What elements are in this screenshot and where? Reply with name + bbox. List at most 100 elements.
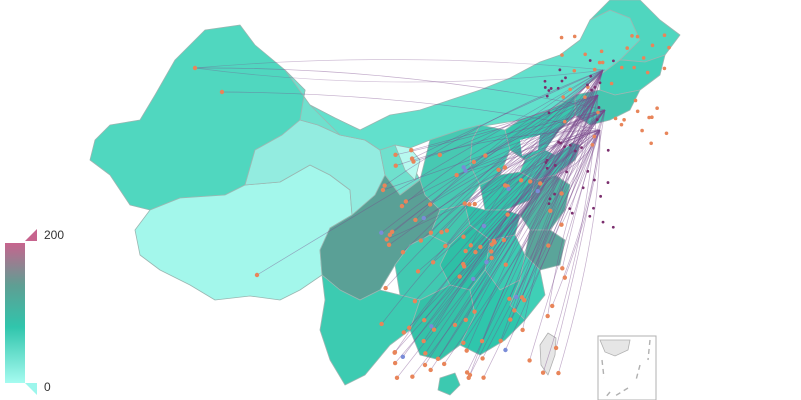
city-point[interactable] [586,85,590,89]
city-point[interactable] [514,294,519,300]
city-point[interactable] [599,49,604,54]
flow-arrow[interactable] [557,140,560,144]
city-point[interactable] [527,358,532,363]
city-point[interactable] [540,370,546,375]
city-point[interactable] [655,106,659,111]
city-point[interactable] [473,249,478,255]
city-point[interactable] [428,367,433,373]
city-point[interactable] [478,244,483,250]
flow-arrow[interactable] [606,181,610,184]
city-point[interactable] [461,261,466,267]
province-ningxia[interactable] [394,144,421,181]
flow-arrow[interactable] [568,207,572,211]
city-point[interactable] [568,87,572,92]
flow-arrow[interactable] [543,86,547,89]
city-point[interactable] [662,33,667,38]
city-point[interactable] [393,152,398,158]
city-point[interactable] [633,98,638,103]
flow-arrow[interactable] [612,59,615,63]
city-point[interactable] [452,322,458,328]
flow-arrow[interactable] [599,194,603,198]
city-point[interactable] [649,141,653,146]
city-point[interactable] [545,313,550,319]
city-point[interactable] [392,350,397,355]
city-point[interactable] [559,35,564,40]
city-point[interactable] [613,116,618,121]
city-point[interactable] [463,168,468,173]
flow-arrow[interactable] [548,197,552,201]
flow-arrow[interactable] [588,214,592,218]
city-point[interactable] [437,152,443,158]
city-point[interactable] [550,303,555,309]
city-point[interactable] [254,272,260,278]
city-point[interactable] [481,375,486,380]
flow-arrow[interactable] [553,164,557,167]
city-point[interactable] [556,370,561,376]
flow-arrow[interactable] [597,106,601,109]
city-point[interactable] [650,43,655,48]
flow-arrow[interactable] [547,202,551,206]
flow-arrow[interactable] [570,211,574,215]
province-taiwan[interactable] [539,332,557,376]
province-guangdong[interactable] [459,269,526,356]
flow-arrow[interactable] [568,143,572,147]
city-point[interactable] [596,110,600,115]
flow-arrow[interactable] [564,76,567,80]
city-point[interactable] [538,181,543,186]
flow-arrow[interactable] [545,158,549,162]
city-point[interactable] [622,118,626,122]
province-yunnan[interactable] [319,274,421,386]
flow-arrow[interactable] [553,192,556,196]
city-point[interactable] [508,317,513,322]
city-point[interactable] [600,60,605,65]
flow-arrow[interactable] [547,111,551,115]
flow-arrow[interactable] [592,206,595,210]
city-point[interactable] [498,338,503,343]
flow-arrow[interactable] [545,94,549,98]
province-jiangsu-anhui[interactable] [519,174,571,231]
city-point[interactable] [428,230,434,235]
city-point[interactable] [461,340,466,346]
city-point[interactable] [219,89,225,95]
city-point[interactable] [506,186,511,191]
city-point[interactable] [412,299,418,304]
city-point[interactable] [429,324,434,329]
city-point[interactable] [467,372,473,378]
city-point[interactable] [422,317,427,323]
city-point[interactable] [483,153,488,158]
city-point[interactable] [489,249,494,254]
city-point[interactable] [619,65,624,70]
city-point[interactable] [592,67,597,72]
city-point[interactable] [562,119,567,124]
flow-arrow[interactable] [560,79,564,83]
flow-arrow[interactable] [549,87,553,90]
flow-arrow[interactable] [589,74,593,78]
city-point[interactable] [472,309,477,314]
city-point[interactable] [619,122,624,127]
city-point[interactable] [592,134,597,139]
city-point[interactable] [546,243,551,248]
city-point[interactable] [444,228,450,233]
city-point[interactable] [635,109,640,114]
flow-arrow[interactable] [543,79,547,83]
flow-arrow[interactable] [547,89,551,92]
city-point[interactable] [418,238,424,243]
city-point[interactable] [512,308,517,313]
city-point[interactable] [480,356,485,361]
visual-map-max-handle[interactable] [25,229,37,241]
city-point[interactable] [383,285,388,291]
city-point[interactable] [410,374,415,379]
flow-arrow[interactable] [556,86,560,90]
flow-arrow[interactable] [598,81,602,85]
city-point[interactable] [583,52,587,57]
flow-arrow[interactable] [586,83,589,87]
city-point[interactable] [491,238,497,244]
city-point[interactable] [559,222,564,227]
city-point[interactable] [645,70,650,75]
city-point[interactable] [520,327,525,333]
flow-arrow[interactable] [590,88,593,92]
flow-arrow[interactable] [593,85,597,89]
flow-arrow[interactable] [558,68,562,72]
city-point[interactable] [503,347,508,353]
city-point[interactable] [590,143,595,147]
